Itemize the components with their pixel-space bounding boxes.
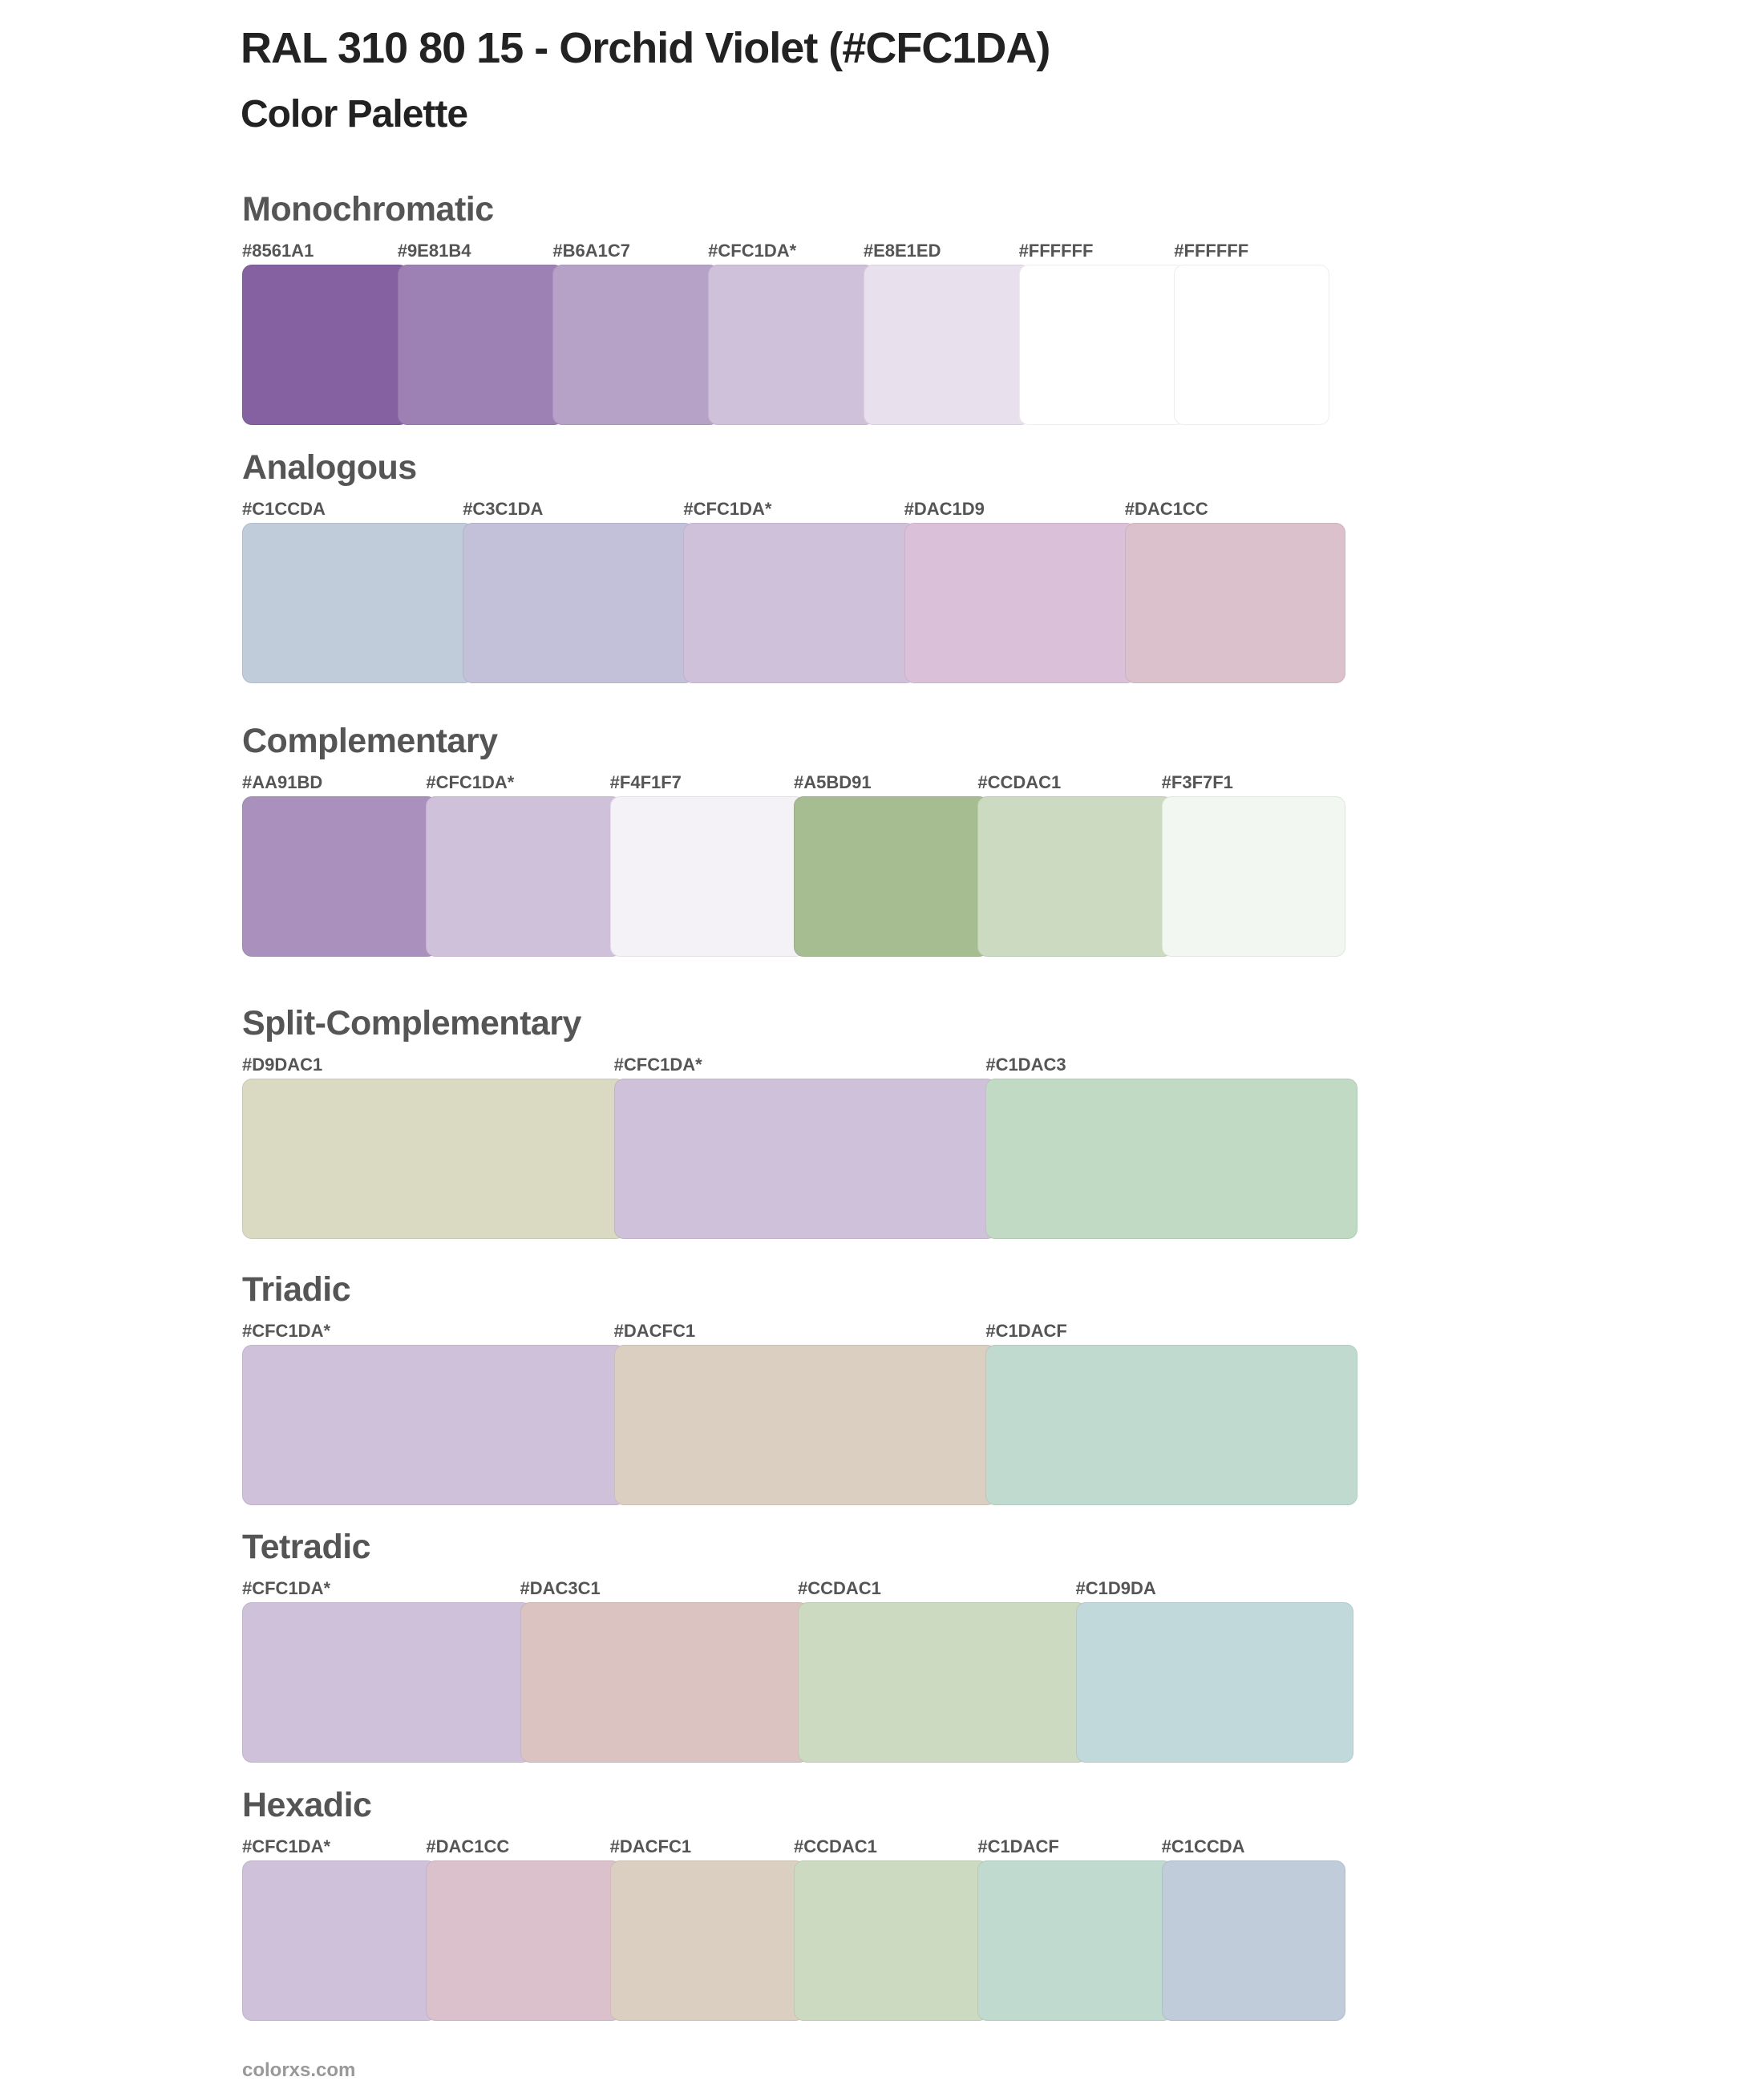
color-swatch[interactable] xyxy=(426,796,621,957)
color-swatch[interactable] xyxy=(1075,1602,1353,1763)
color-swatch[interactable] xyxy=(242,1345,625,1505)
color-hex-label[interactable]: #DACFC1 xyxy=(613,1321,696,1341)
section-title: Tetradic xyxy=(242,1528,371,1566)
page-subtitle: Color Palette xyxy=(241,93,468,136)
color-hex-label[interactable]: #C1CCDA xyxy=(242,499,326,519)
color-swatch[interactable] xyxy=(242,523,475,683)
color-hex-label[interactable]: #B6A1C7 xyxy=(552,241,631,261)
color-swatch[interactable] xyxy=(242,1079,625,1239)
color-hex-label[interactable]: #CCDAC1 xyxy=(977,772,1062,792)
section-title: Analogous xyxy=(242,448,417,487)
color-hex-label[interactable]: #DAC1CC xyxy=(1124,499,1208,519)
color-hex-label[interactable]: #C1DACF xyxy=(977,1836,1059,1856)
section-title: Split-Complementary xyxy=(242,1004,581,1042)
color-swatch[interactable] xyxy=(1124,523,1345,683)
section-title: Monochromatic xyxy=(242,190,494,229)
color-swatch[interactable] xyxy=(463,523,695,683)
color-hex-label[interactable]: #CFC1DA* xyxy=(242,1321,331,1341)
color-hex-label[interactable]: #DAC3C1 xyxy=(520,1578,601,1598)
color-hex-label[interactable]: #8561A1 xyxy=(242,241,314,261)
color-swatch[interactable] xyxy=(1018,265,1186,425)
color-hex-label[interactable]: #C1DACF xyxy=(985,1321,1067,1341)
page-title: RAL 310 80 15 - Orchid Violet (#CFC1DA) xyxy=(241,24,1050,72)
color-swatch[interactable] xyxy=(613,1345,997,1505)
color-swatch[interactable] xyxy=(863,265,1030,425)
color-swatch[interactable] xyxy=(242,265,409,425)
color-hex-label[interactable]: #C3C1DA xyxy=(463,499,544,519)
color-swatch[interactable] xyxy=(242,1860,438,2021)
color-hex-label[interactable]: #CFC1DA* xyxy=(426,772,515,792)
color-swatch[interactable] xyxy=(985,1079,1357,1239)
color-swatch[interactable] xyxy=(242,1602,532,1763)
color-hex-label[interactable]: #DAC1D9 xyxy=(904,499,985,519)
color-hex-label[interactable]: #E8E1ED xyxy=(863,241,941,261)
color-hex-label[interactable]: #F4F1F7 xyxy=(609,772,682,792)
color-hex-label[interactable]: #DAC1CC xyxy=(426,1836,510,1856)
color-swatch[interactable] xyxy=(397,265,564,425)
color-hex-label[interactable]: #CFC1DA* xyxy=(683,499,772,519)
color-hex-label[interactable]: #FFFFFF xyxy=(1174,241,1249,261)
color-swatch[interactable] xyxy=(985,1345,1357,1505)
color-swatch[interactable] xyxy=(683,523,916,683)
color-swatch[interactable] xyxy=(520,1602,809,1763)
color-hex-label[interactable]: #FFFFFF xyxy=(1018,241,1094,261)
color-swatch[interactable] xyxy=(708,265,875,425)
color-swatch[interactable] xyxy=(613,1079,997,1239)
color-hex-label[interactable]: #CFC1DA* xyxy=(613,1055,702,1075)
color-hex-label[interactable]: #CCDAC1 xyxy=(794,1836,877,1856)
color-swatch[interactable] xyxy=(794,1860,989,2021)
footer-site-link[interactable]: colorxs.com xyxy=(242,2059,356,2081)
color-swatch[interactable] xyxy=(1161,1860,1345,2021)
section-title: Triadic xyxy=(242,1270,351,1309)
color-hex-label[interactable]: #CFC1DA* xyxy=(242,1578,331,1598)
color-swatch[interactable] xyxy=(552,265,720,425)
color-hex-label[interactable]: #C1CCDA xyxy=(1161,1836,1245,1856)
color-hex-label[interactable]: #A5BD91 xyxy=(794,772,872,792)
color-swatch[interactable] xyxy=(242,796,438,957)
color-hex-label[interactable]: #CFC1DA* xyxy=(242,1836,331,1856)
color-swatch[interactable] xyxy=(794,796,989,957)
color-hex-label[interactable]: #F3F7F1 xyxy=(1161,772,1233,792)
color-hex-label[interactable]: #C1D9DA xyxy=(1075,1578,1156,1598)
color-swatch[interactable] xyxy=(977,1860,1173,2021)
color-swatch[interactable] xyxy=(977,796,1173,957)
color-hex-label[interactable]: #9E81B4 xyxy=(397,241,471,261)
color-hex-label[interactable]: #D9DAC1 xyxy=(242,1055,323,1075)
section-title: Complementary xyxy=(242,722,498,760)
color-hex-label[interactable]: #C1DAC3 xyxy=(985,1055,1066,1075)
color-swatch[interactable] xyxy=(426,1860,621,2021)
color-swatch[interactable] xyxy=(1161,796,1345,957)
color-swatch[interactable] xyxy=(609,796,805,957)
color-hex-label[interactable]: #DACFC1 xyxy=(609,1836,692,1856)
color-hex-label[interactable]: #AA91BD xyxy=(242,772,323,792)
color-swatch[interactable] xyxy=(798,1602,1087,1763)
color-swatch[interactable] xyxy=(609,1860,805,2021)
color-swatch[interactable] xyxy=(1174,265,1329,425)
color-hex-label[interactable]: #CFC1DA* xyxy=(708,241,797,261)
color-hex-label[interactable]: #CCDAC1 xyxy=(798,1578,881,1598)
color-swatch[interactable] xyxy=(904,523,1136,683)
section-title: Hexadic xyxy=(242,1786,372,1824)
